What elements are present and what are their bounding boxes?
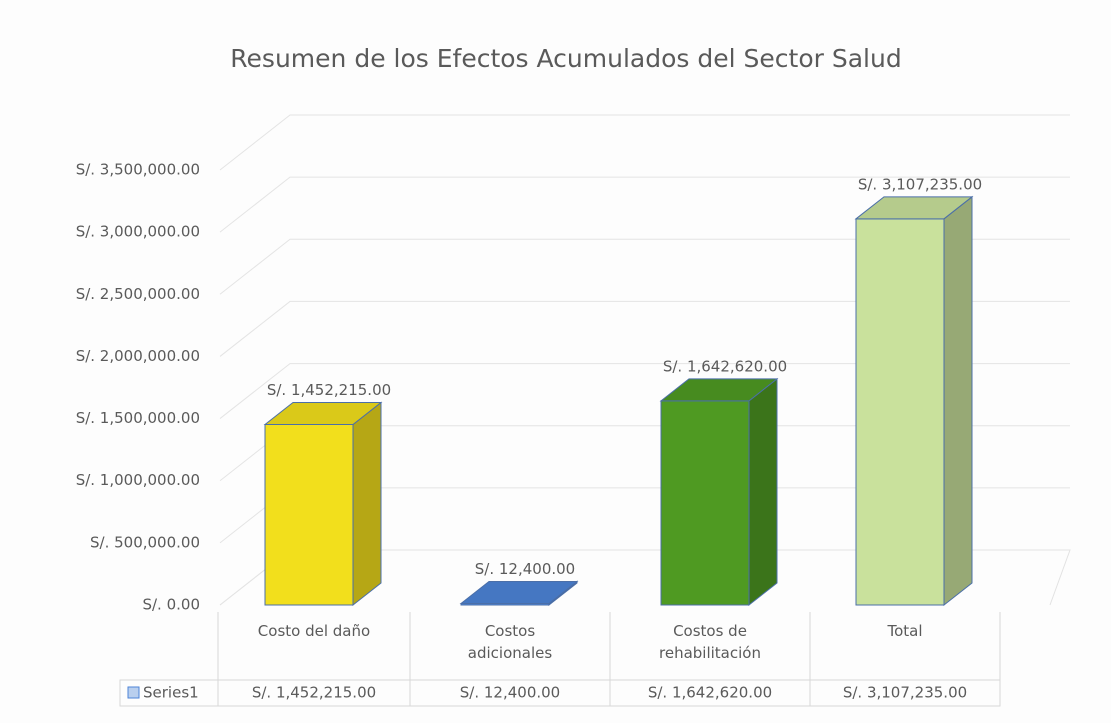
bar-face [943,195,973,607]
bar-face [264,424,354,606]
y-tick-label: S/. 3,500,000.00 [76,161,200,179]
grid-line [219,114,1070,171]
x-tick-label: Costos adicionales [467,622,553,662]
bar [263,401,383,607]
value-label: S/. 12,400.00 [475,560,575,578]
bar-face [352,401,382,607]
bar [659,377,779,607]
table-value: S/. 1,452,215.00 [252,684,376,702]
bar-face [854,196,974,220]
table-value: S/. 1,642,620.00 [648,684,772,702]
grid-line [219,363,1070,419]
y-tick-label: S/. 0.00 [142,596,200,614]
bar-face [459,580,579,604]
bar [854,195,974,607]
value-label: S/. 3,107,235.00 [858,175,982,193]
bar-face [748,377,778,607]
table-value: S/. 12,400.00 [460,684,560,702]
y-tick-label: S/. 3,000,000.00 [76,223,200,241]
bar-face [263,402,383,426]
y-tick-label: S/. 500,000.00 [90,533,200,551]
table-value: S/. 3,107,235.00 [843,684,967,702]
value-label: S/. 1,452,215.00 [267,381,391,399]
x-tick-label: Total [887,622,923,640]
legend-key [127,686,140,699]
bar [459,580,579,607]
x-tick-label: Costos de rehabilitación [659,622,761,662]
x-tick-label: Costo del daño [257,622,371,640]
bar-face [855,218,945,606]
y-tick-label: S/. 2,000,000.00 [76,347,200,365]
bar-face [660,400,750,606]
value-label: S/. 1,642,620.00 [663,357,787,375]
y-tick-label: S/. 1,000,000.00 [76,471,200,489]
y-tick-label: S/. 1,500,000.00 [76,409,200,427]
y-tick-label: S/. 2,500,000.00 [76,285,200,303]
chart-title: Resumen de los Efectos Acumulados del Se… [230,44,901,73]
grid-line [219,300,1070,357]
grid-line [219,238,1070,295]
legend-label: Series1 [143,684,199,702]
grid-line [219,176,1070,233]
bar-face [659,378,779,402]
